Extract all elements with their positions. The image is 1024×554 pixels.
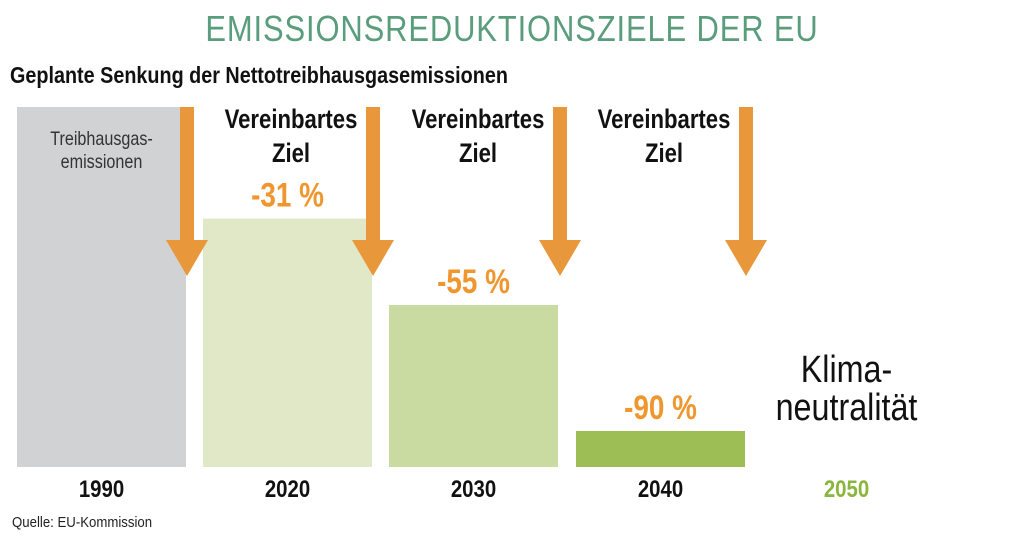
source-note: Quelle: EU-Kommission [12, 514, 153, 531]
target-label-2040-line-1: Vereinbartes [412, 105, 545, 135]
x-tick-label-2050: 2050 [824, 475, 869, 502]
target-arrow-2020 [166, 107, 208, 276]
baseline-label-line-1: Treibhausgas- [50, 128, 153, 150]
bar-2030 [389, 305, 558, 467]
target-arrow-2050 [725, 107, 767, 276]
data-label-2040: -90 % [624, 388, 697, 426]
target-arrow-2030 [352, 107, 394, 276]
x-tick-label-2040: 2040 [638, 475, 683, 502]
bar-2020 [203, 218, 372, 467]
end-label-line-1: Klima- [801, 349, 892, 391]
end-label-line-2: neutralität [776, 387, 918, 429]
x-tick-label-1990: 1990 [79, 475, 124, 502]
data-label-2020: -31 % [251, 176, 324, 214]
baseline-label-line-2: emissionen [61, 151, 143, 173]
target-label-2050-line-2: Ziel [645, 139, 683, 169]
bar-1990 [17, 107, 186, 467]
target-label-2030-line-2: Ziel [272, 139, 310, 169]
data-label-2030: -55 % [437, 262, 510, 300]
bar-2040 [576, 431, 745, 467]
x-tick-label-2020: 2020 [265, 475, 310, 502]
target-arrow-2040 [539, 107, 581, 276]
target-label-2040-line-2: Ziel [459, 139, 497, 169]
chart-subtitle: Geplante Senkung der Nettotreibhausgasem… [10, 62, 508, 88]
target-label-2030-line-1: Vereinbartes [225, 105, 358, 135]
x-tick-label-2030: 2030 [451, 475, 496, 502]
chart-title: EMISSIONSREDUKTIONSZIELE DER EU [205, 8, 819, 49]
target-label-2050-line-1: Vereinbartes [598, 105, 731, 135]
